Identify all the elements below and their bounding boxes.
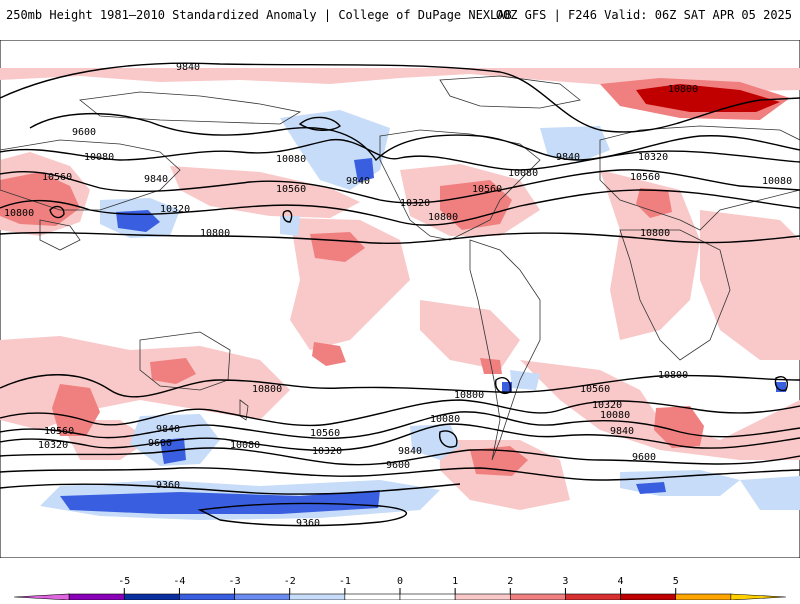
contour-label: 9840: [176, 62, 200, 73]
colorbar-svg: -5 -4 -3 -2 -1 0 1 2 3 4 5: [13, 576, 787, 601]
colorbar-segment: [68, 593, 125, 601]
contour-label: 10800: [640, 228, 670, 239]
contour-label: 10800: [252, 384, 282, 395]
colorbar-segment: [13, 593, 70, 601]
colorbar-tick-label: -3: [229, 576, 241, 587]
colorbar-segment: [454, 593, 511, 601]
contour-label: 10560: [580, 384, 610, 395]
contour-label: 10800: [658, 370, 688, 381]
contour-label: 9840: [144, 174, 168, 185]
contour-label: 10320: [160, 204, 190, 215]
contour-label: 10560: [472, 184, 502, 195]
contour-label: 10560: [310, 428, 340, 439]
contour-label: 10080: [600, 410, 630, 421]
contour-label: 10080: [508, 168, 538, 179]
map-panel: 9840 9600 10080 9840 10560 10800 10320 1…: [0, 40, 800, 558]
contour-label: 10320: [638, 152, 668, 163]
contour-label: 10800: [428, 212, 458, 223]
contour-label: 10800: [668, 84, 698, 95]
contour-label: 10080: [84, 152, 114, 163]
contour-label: 10560: [630, 172, 660, 183]
contour-label: 10320: [38, 440, 68, 451]
colorbar-segment: [730, 593, 787, 601]
contour-label: 10320: [312, 446, 342, 457]
contour-label: 9840: [156, 424, 180, 435]
contour-label: 9600: [632, 452, 656, 463]
positive-anomaly-medium: [0, 78, 790, 476]
contour-label: 10560: [276, 184, 306, 195]
contour-label: 10080: [762, 176, 792, 187]
title-bar: 250mb Height 1981–2010 Standardized Anom…: [0, 0, 800, 30]
colorbar-tick-label: -1: [339, 576, 351, 587]
colorbar: -5 -4 -3 -2 -1 0 1 2 3 4 5: [0, 568, 800, 601]
contour-label: 10560: [44, 426, 74, 437]
height-contours: [0, 62, 800, 527]
contour-labels: 9840 9600 10080 9840 10560 10800 10320 1…: [4, 62, 792, 529]
contour-label: 10800: [4, 208, 34, 219]
contour-label: 10080: [276, 154, 306, 165]
colorbar-segment: [509, 593, 566, 601]
colorbar-segment: [289, 593, 346, 601]
colorbar-tick-label: 0: [397, 576, 403, 587]
colorbar-segment: [399, 593, 456, 601]
colorbar-segment: [620, 593, 677, 601]
colorbar-segment: [565, 593, 621, 601]
model-run-info: 00Z GFS | F246 Valid: 06Z SAT APR 05 202…: [495, 8, 792, 22]
contour-label: 10080: [230, 440, 260, 451]
contour-label: 9840: [346, 176, 370, 187]
contour-label: 10560: [42, 172, 72, 183]
contour-label: 9600: [386, 460, 410, 471]
colorbar-tick-label: 5: [673, 576, 679, 587]
colorbar-ticks: -5 -4 -3 -2 -1 0 1 2 3 4 5: [118, 576, 679, 594]
contour-label: 9360: [296, 518, 320, 529]
contour-label: 9840: [556, 152, 580, 163]
contour-label: 10320: [592, 400, 622, 411]
colorbar-segments: [13, 593, 787, 601]
contour-label: 10080: [430, 414, 460, 425]
colorbar-segment: [123, 593, 180, 601]
contour-label: 9840: [610, 426, 634, 437]
contour-label: 10800: [454, 390, 484, 401]
colorbar-segment: [179, 593, 235, 601]
contour-label: 9360: [156, 480, 180, 491]
colorbar-segment: [234, 593, 291, 601]
colorbar-segment: [344, 593, 401, 601]
colorbar-tick-label: -2: [284, 576, 296, 587]
map-title: 250mb Height 1981–2010 Standardized Anom…: [6, 8, 512, 22]
colorbar-tick-label: -4: [173, 576, 185, 587]
contour-label: 10800: [200, 228, 230, 239]
colorbar-tick-label: 4: [618, 576, 624, 587]
anomaly-map: 9840 9600 10080 9840 10560 10800 10320 1…: [0, 40, 800, 558]
colorbar-tick-label: 1: [452, 576, 458, 587]
contour-label: 9600: [72, 127, 96, 138]
contour-label: 10320: [400, 198, 430, 209]
colorbar-tick-label: 3: [562, 576, 568, 587]
colorbar-tick-label: -5: [118, 576, 130, 587]
contour-label: 9600: [148, 438, 172, 449]
colorbar-tick-label: 2: [507, 576, 513, 587]
contour-label: 9840: [398, 446, 422, 457]
positive-anomaly-dark: [636, 84, 780, 112]
colorbar-segment: [675, 593, 732, 601]
